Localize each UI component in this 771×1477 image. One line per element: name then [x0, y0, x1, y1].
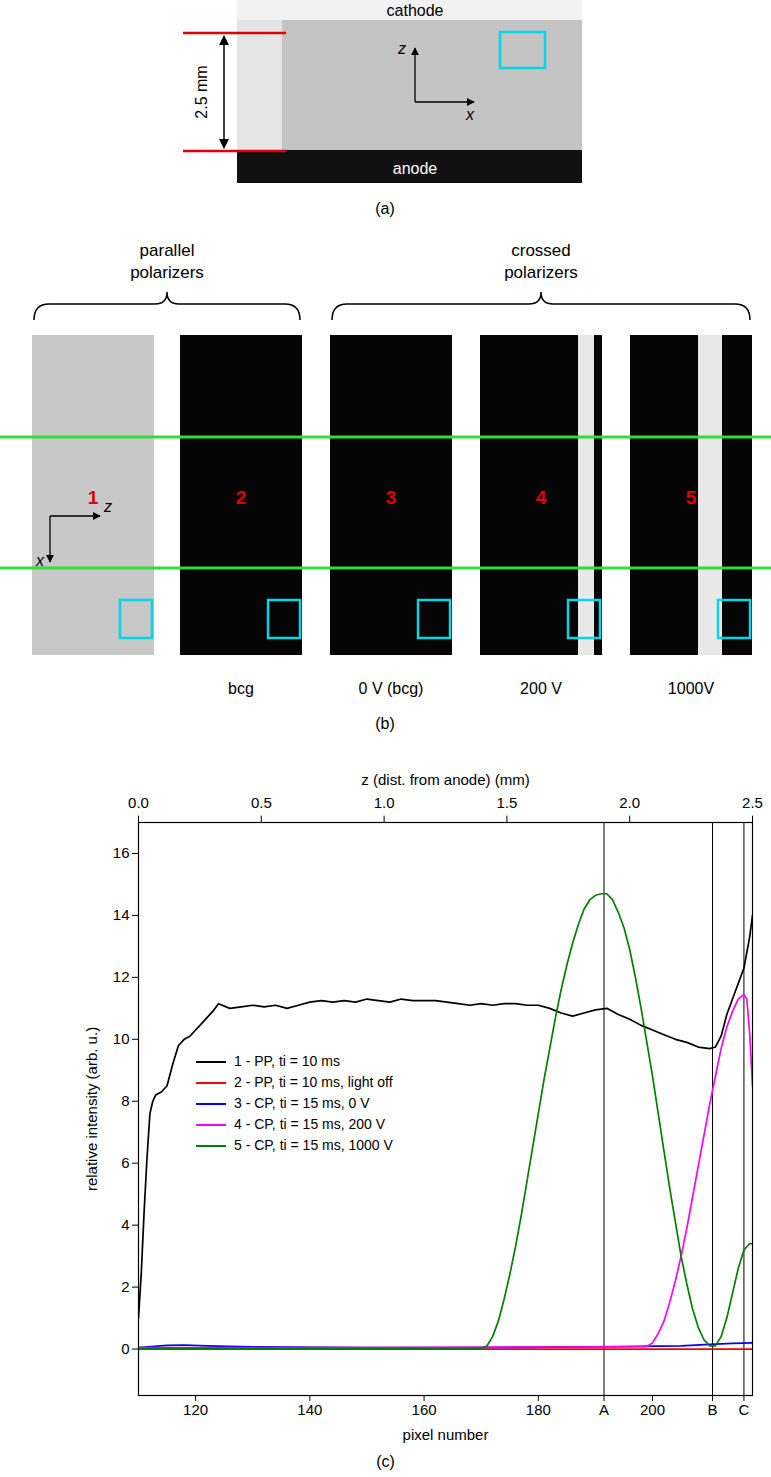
html-text:(c): (c) — [376, 1453, 395, 1470]
svg-text:polarizers: polarizers — [130, 263, 204, 282]
svg-text:1000V: 1000V — [668, 680, 715, 697]
svg-text:14: 14 — [113, 906, 130, 923]
svg-text:0 V (bcg): 0 V (bcg) — [359, 680, 424, 697]
svg-text:4: 4 — [536, 487, 547, 508]
svg-text:160: 160 — [412, 1401, 437, 1418]
svg-text:2.5 mm: 2.5 mm — [193, 65, 210, 118]
svg-text:140: 140 — [297, 1401, 322, 1418]
svg-text:pixel number: pixel number — [403, 1426, 489, 1443]
svg-text:x: x — [465, 106, 475, 123]
svg-text:2: 2 — [121, 1278, 129, 1295]
svg-text:8: 8 — [121, 1092, 129, 1109]
svg-text:10: 10 — [113, 1030, 130, 1047]
svg-text:6: 6 — [121, 1154, 129, 1171]
html-text:3 - CP, ti = 15 ms, 0 V: 3 - CP, ti = 15 ms, 0 V — [234, 1095, 370, 1111]
svg-text:polarizers: polarizers — [504, 263, 578, 282]
svg-text:0.5: 0.5 — [251, 794, 272, 811]
svg-text:A: A — [599, 1401, 609, 1418]
svg-text:1.5: 1.5 — [496, 794, 517, 811]
svg-text:(b): (b) — [375, 715, 395, 732]
html-text:4 - CP, ti = 15 ms, 200 V: 4 - CP, ti = 15 ms, 200 V — [234, 1116, 386, 1132]
html-text:5 - CP, ti = 15 ms, 1000 V: 5 - CP, ti = 15 ms, 1000 V — [234, 1137, 393, 1153]
svg-text:12: 12 — [113, 968, 130, 985]
svg-text:2.0: 2.0 — [619, 794, 640, 811]
svg-text:1.0: 1.0 — [374, 794, 395, 811]
svg-text:parallel: parallel — [140, 241, 195, 260]
svg-text:200: 200 — [640, 1401, 665, 1418]
svg-text:3: 3 — [386, 487, 397, 508]
html-text:2 - PP, ti = 10 ms, light off: 2 - PP, ti = 10 ms, light off — [234, 1074, 393, 1090]
svg-text:16: 16 — [113, 844, 130, 861]
svg-text:2.5: 2.5 — [742, 794, 763, 811]
svg-text:anode: anode — [393, 160, 438, 177]
svg-text:x: x — [35, 552, 45, 569]
svg-text:bcg: bcg — [228, 680, 254, 697]
html-text:1 - PP, ti = 10 ms: 1 - PP, ti = 10 ms — [234, 1053, 340, 1069]
svg-text:C: C — [739, 1401, 750, 1418]
svg-text:cathode: cathode — [387, 2, 444, 19]
svg-text:4: 4 — [121, 1216, 129, 1233]
svg-text:B: B — [708, 1401, 718, 1418]
svg-text:z (dist. from anode) (mm): z (dist. from anode) (mm) — [361, 771, 529, 788]
svg-text:z: z — [397, 40, 406, 57]
svg-text:z: z — [103, 498, 112, 515]
svg-text:5: 5 — [686, 487, 697, 508]
svg-text:1: 1 — [88, 487, 99, 508]
svg-text:120: 120 — [183, 1401, 208, 1418]
svg-text:180: 180 — [526, 1401, 551, 1418]
svg-text:0.0: 0.0 — [128, 794, 149, 811]
svg-text:(a): (a) — [375, 200, 395, 217]
svg-text:2: 2 — [236, 487, 247, 508]
svg-text:crossed: crossed — [511, 241, 571, 260]
svg-text:200 V: 200 V — [520, 680, 562, 697]
svg-text:relative intensity (arb. u.): relative intensity (arb. u.) — [83, 1027, 100, 1191]
svg-text:0: 0 — [121, 1340, 129, 1357]
